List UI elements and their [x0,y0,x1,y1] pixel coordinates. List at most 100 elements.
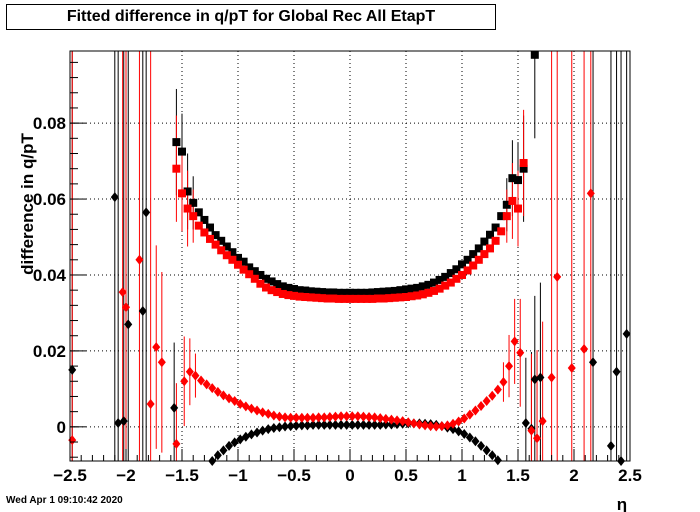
diamond-marker [415,419,424,430]
square-marker [430,278,438,287]
square-marker [301,293,310,301]
square-marker [290,291,298,300]
square-marker [228,255,237,264]
square-marker [217,236,226,245]
square-marker [374,294,382,303]
diamond-marker [230,437,239,448]
diamond-marker [264,424,273,435]
square-marker [446,269,455,278]
diamond-marker [219,445,228,456]
square-marker [502,200,511,209]
diamond-marker [303,412,312,423]
square-marker [318,294,326,303]
square-marker [351,294,360,303]
square-marker [463,255,472,264]
diamond-marker [286,412,295,423]
square-marker [390,293,399,302]
square-marker [469,250,478,259]
x-tick-label: 2.5 [618,466,642,485]
square-marker [267,277,276,286]
square-marker [346,294,354,303]
square-marker [486,230,494,239]
diamond-marker [477,400,486,411]
diamond-marker [197,375,206,386]
square-marker [396,293,405,302]
square-marker [295,292,304,301]
diamond-marker [488,450,497,461]
square-marker [519,164,528,173]
diamond-marker [269,410,278,421]
ticks-layer [69,61,631,461]
date-stamp: Wed Apr 1 09:10:42 2020 [6,495,123,506]
square-marker [273,288,282,297]
diamond-marker [208,383,217,394]
diamond-marker [320,412,329,423]
diamond-marker [122,302,130,313]
diamond-marker [247,403,256,414]
diamond-marker [381,413,390,424]
diamond-marker [124,319,133,330]
diamond-marker [119,416,128,427]
square-marker [228,248,237,257]
square-marker [435,275,444,284]
square-marker [396,286,405,295]
square-marker [245,263,254,272]
square-marker [362,294,371,303]
square-marker [323,294,332,303]
diamond-marker [547,372,556,383]
square-marker [452,274,461,283]
square-marker [284,291,293,300]
diamond-marker [398,416,407,427]
diamond-marker [460,429,469,440]
square-marker [183,187,192,196]
diamond-marker [359,419,368,430]
diamond-marker [387,414,396,425]
diamond-marker [314,412,323,423]
square-marker [239,257,248,266]
square-marker [379,287,388,296]
square-marker [222,251,231,260]
diamond-marker [253,427,262,438]
square-marker [312,293,321,302]
diamond-marker [421,420,430,431]
square-marker [480,237,489,246]
square-marker [234,253,242,262]
diamond-marker [409,418,418,429]
diamond-marker [465,409,474,420]
square-marker [206,234,214,243]
x-tick-label: 0 [345,466,354,485]
square-marker [469,261,478,270]
square-marker [323,288,332,297]
square-marker [301,286,310,295]
square-marker [514,176,522,185]
diamond-marker [275,411,284,422]
diamond-marker [348,411,357,422]
x-tick-label: 2 [569,466,578,485]
y-tick-label: 0 [57,418,66,437]
square-marker [491,223,500,232]
square-marker [194,208,203,217]
square-marker [262,274,270,283]
diamond-marker [606,440,615,451]
diamond-marker [365,419,374,430]
diamond-marker [586,188,595,199]
square-marker [480,250,489,259]
square-marker [250,274,259,283]
square-marker [519,158,528,167]
diamond-marker [580,344,589,355]
diamond-marker [505,361,514,372]
square-marker [424,288,433,297]
grid-layer [69,51,631,461]
diamond-marker [309,419,318,430]
square-marker [441,272,450,281]
square-marker [306,293,315,302]
square-marker [245,270,254,279]
diamond-marker [292,420,301,431]
square-marker [424,280,433,289]
square-marker [368,288,377,297]
markers-layer [68,50,631,466]
diamond-marker [353,419,362,430]
diamond-marker [426,421,435,432]
square-marker [497,212,506,221]
